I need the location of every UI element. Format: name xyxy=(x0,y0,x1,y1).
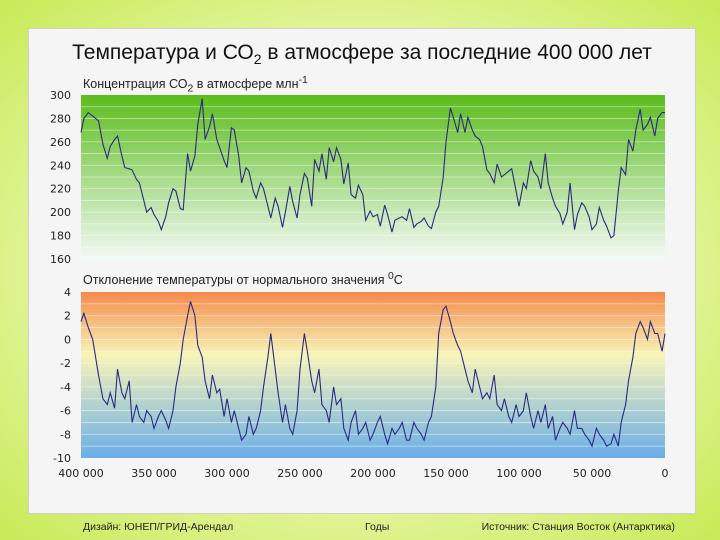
x-tick-label: 50 000 xyxy=(573,467,612,480)
temperature-series-line xyxy=(80,301,666,448)
main-title: Температура и СО2 в атмосфере за последн… xyxy=(72,41,652,68)
co2-y-tick-label: 160 xyxy=(50,253,71,266)
design-credit: Дизайн: ЮНЕП/ГРИД-Арендал xyxy=(83,521,234,533)
x-tick-label: 200 000 xyxy=(350,467,396,480)
co2-y-tick-label: 260 xyxy=(50,136,71,149)
temperature-y-axis: 4 2 0 -2 -4 -6 -8 -10 xyxy=(53,286,71,465)
co2-series-line xyxy=(80,98,665,239)
co2-y-tick-label: 240 xyxy=(50,159,71,172)
co2-y-axis: 300 280 260 240 220 200 180 160 xyxy=(50,89,71,266)
co2-y-tick-label: 180 xyxy=(50,230,71,243)
co2-y-tick-label: 220 xyxy=(50,183,71,196)
x-tick-label: 350 000 xyxy=(131,467,177,480)
temperature-y-tick-label: 0 xyxy=(64,333,71,346)
x-tick-label: 400 000 xyxy=(58,467,104,480)
x-axis: 400 000 350 000 300 000 250 000 200 000 150 0… xyxy=(58,467,668,480)
temperature-y-tick-label: -4 xyxy=(60,381,71,394)
x-tick-label: 300 000 xyxy=(204,467,250,480)
co2-panel-label: Концентрация СО2 в атмосфере млн-1 xyxy=(83,75,308,95)
x-axis-title: Годы xyxy=(365,521,390,533)
temperature-y-tick-label: -10 xyxy=(53,452,71,465)
temperature-y-tick-label: -8 xyxy=(60,428,71,441)
co2-y-tick-label: 280 xyxy=(50,112,71,125)
x-tick-label: 0 xyxy=(662,467,669,480)
temperature-y-tick-label: 2 xyxy=(64,310,71,323)
slide-frame: Температура и СО2 в атмосфере за последн… xyxy=(28,28,696,533)
x-tick-label: 250 000 xyxy=(277,467,323,480)
temperature-y-tick-label: -6 xyxy=(60,405,71,418)
co2-y-tick-label: 200 xyxy=(50,206,71,219)
temperature-panel-label: Отклонение температуры от нормального зн… xyxy=(83,271,403,288)
temperature-y-tick-label: -2 xyxy=(60,357,71,370)
temperature-y-tick-label: 4 xyxy=(64,286,71,299)
x-tick-label: 100 000 xyxy=(496,467,542,480)
co2-y-tick-label: 300 xyxy=(50,89,71,102)
x-tick-label: 150 000 xyxy=(423,467,469,480)
source-credit: Источник: Станция Восток (Антарктика) xyxy=(481,521,675,533)
